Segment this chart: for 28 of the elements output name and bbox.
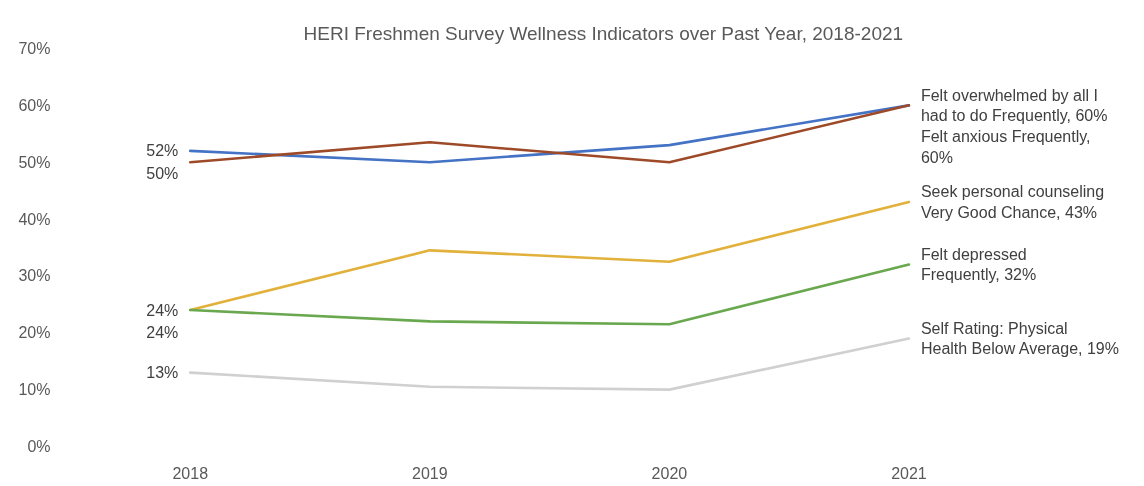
y-tick-label: 50% (18, 153, 51, 171)
line-series (188, 104, 911, 164)
y-tick-label: 40% (18, 210, 51, 228)
line-series (188, 200, 911, 312)
data-label: 52% (146, 142, 179, 160)
data-label: 13% (146, 364, 179, 382)
text: Felt overwhelmed by all I had to do Frequently, 60% (920, 86, 1108, 125)
text: Self Rating: Physical Health Below Average, 19% (920, 319, 1119, 358)
y-tick-label: 70% (18, 40, 51, 57)
data-label: 24% (146, 324, 179, 342)
x-tick-label: 2018 (172, 464, 209, 482)
y-tick-label: 30% (18, 267, 51, 285)
line-series (188, 337, 911, 391)
series-label: Felt anxious Frequently, (920, 128, 1091, 146)
chart-title: HERI Freshmen Survey Wellness Indicators over Past Year, 2018-2021 (303, 22, 904, 44)
line-series (188, 263, 911, 326)
y-tick-label: 60% (18, 96, 51, 114)
data-label: 60% (920, 148, 953, 166)
y-tick-label: 10% (18, 381, 51, 399)
y-tick-label: 20% (18, 324, 51, 342)
y-tick-label: 0% (27, 438, 51, 455)
data-label: 24% (146, 301, 179, 319)
x-tick-label: 2020 (651, 464, 688, 482)
text: Seek personal counseling Very Good Chance, 43% (920, 183, 1105, 221)
data-label: 50% (146, 164, 179, 182)
x-tick-label: 2021 (891, 464, 927, 482)
x-tick-label: 2019 (412, 464, 448, 482)
text: Felt depressed Frequently, 32% (920, 245, 1037, 284)
